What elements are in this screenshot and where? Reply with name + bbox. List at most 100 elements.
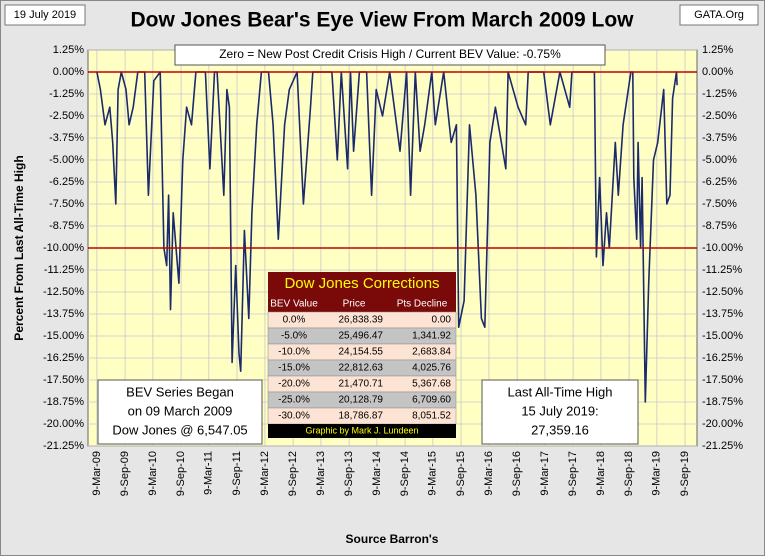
- table-cell: 24,154.55: [339, 347, 384, 358]
- y2-tick-label: 1.25%: [702, 44, 733, 56]
- y-tick-label: -2.50%: [49, 110, 84, 122]
- y-tick-label: -6.25%: [49, 176, 84, 188]
- y2-tick-label: -8.75%: [702, 220, 737, 232]
- y-tick-label: -20.00%: [43, 418, 84, 430]
- x-tick-label: 9-Mar-10: [147, 451, 159, 496]
- y-tick-label: -21.25%: [43, 440, 84, 452]
- left-box-line: Dow Jones @ 6,547.05: [112, 422, 247, 437]
- table-footer: Graphic by Mark J. Lundeen: [305, 425, 418, 435]
- table-footer-bg: [268, 424, 456, 438]
- y-axis-title: Percent From Last All-Time High: [12, 155, 26, 340]
- table-cell: 22,812.63: [339, 363, 384, 374]
- x-tick-label: 9-Mar-18: [595, 451, 607, 496]
- right-box: [481, 379, 639, 445]
- x-axis-title: Source Barron's: [346, 532, 439, 546]
- y2-tick-label: -16.25%: [702, 352, 743, 364]
- x-tick-label: 9-Sep-10: [175, 451, 187, 496]
- x-tick-label: 9-Mar-15: [427, 451, 439, 496]
- x-tick-label: 9-Mar-16: [483, 451, 495, 496]
- right-box-line: 15 July 2019:: [521, 403, 598, 418]
- site-box: [679, 4, 759, 26]
- x-tick-label: 9-Mar-19: [651, 451, 663, 496]
- y2-tick-label: -5.00%: [702, 154, 737, 166]
- y-tick-label: -7.50%: [49, 198, 84, 210]
- y2-tick-label: -2.50%: [702, 110, 737, 122]
- x-tick-label: 9-Sep-19: [679, 451, 691, 496]
- y2-tick-label: -1.25%: [702, 88, 737, 100]
- y2-tick-label: -20.00%: [702, 418, 743, 430]
- x-tick-label: 9-Mar-14: [371, 451, 383, 496]
- x-tick-label: 9-Mar-11: [203, 451, 215, 495]
- date-label: 19 July 2019: [14, 9, 76, 21]
- table-cell: 1,341.92: [412, 331, 451, 342]
- table-cell: 26,838.39: [339, 315, 384, 326]
- x-tick-label: 9-Mar-09: [91, 451, 103, 496]
- table-cell: 0.00: [432, 315, 452, 326]
- y-tick-label: -1.25%: [49, 88, 84, 100]
- y2-tick-label: -3.75%: [702, 132, 737, 144]
- y2-tick-label: -13.75%: [702, 308, 743, 320]
- y-tick-label: 0.00%: [53, 66, 84, 78]
- table-cell: 8,051.52: [412, 411, 451, 422]
- y2-tick-label: -17.50%: [702, 374, 743, 386]
- y2-tick-label: 0.00%: [702, 66, 733, 78]
- y-tick-label: -13.75%: [43, 308, 84, 320]
- table-cell: 4,025.76: [412, 363, 451, 374]
- table-cell: 20,128.79: [339, 395, 384, 406]
- y2-tick-label: -11.25%: [702, 264, 742, 276]
- line-series: [96, 71, 678, 403]
- x-tick-label: 9-Mar-13: [315, 451, 327, 496]
- table-cell: -15.0%: [278, 363, 310, 374]
- x-tick-label: 9-Mar-17: [539, 451, 551, 496]
- table-cell: 25,496.47: [339, 331, 384, 342]
- y-tick-label: -8.75%: [49, 220, 84, 232]
- chart-title: Dow Jones Bear's Eye View From March 200…: [131, 9, 635, 32]
- y-tick-label: -15.00%: [43, 330, 84, 342]
- x-tick-label: 9-Sep-12: [287, 451, 299, 496]
- subtitle-box: [174, 44, 606, 66]
- y2-tick-label: -15.00%: [702, 330, 743, 342]
- x-tick-label: 9-Sep-14: [399, 451, 411, 496]
- y-tick-label: -11.25%: [44, 264, 84, 276]
- table-cell: 2,683.84: [412, 347, 451, 358]
- table-header: BEV Value: [270, 299, 318, 310]
- table-header: Price: [343, 299, 366, 310]
- left-box-line: on 09 March 2009: [128, 403, 233, 418]
- table-cell: 21,470.71: [339, 379, 384, 390]
- y2-tick-label: -10.00%: [702, 242, 743, 254]
- y2-tick-label: -18.75%: [702, 396, 743, 408]
- table-cell: -30.0%: [278, 411, 310, 422]
- y2-tick-label: -21.25%: [702, 440, 743, 452]
- right-box-line: Last All-Time High: [508, 384, 613, 399]
- y-tick-label: -12.50%: [43, 286, 84, 298]
- y-tick-label: -18.75%: [43, 396, 84, 408]
- left-box: [97, 379, 263, 445]
- table-cell: 5,367.68: [412, 379, 451, 390]
- table-cell: 0.0%: [283, 315, 306, 326]
- table-cell: -25.0%: [278, 395, 310, 406]
- x-tick-label: 9-Sep-11: [231, 451, 243, 495]
- y2-tick-label: -7.50%: [702, 198, 737, 210]
- y-tick-label: -17.50%: [43, 374, 84, 386]
- y-tick-label: -16.25%: [43, 352, 84, 364]
- x-tick-label: 9-Sep-09: [119, 451, 131, 496]
- table-cell: 18,786.87: [339, 411, 384, 422]
- right-box-line: 27,359.16: [531, 422, 589, 437]
- y-tick-label: -10.00%: [43, 242, 84, 254]
- date-box: [4, 4, 86, 26]
- x-tick-label: 9-Sep-15: [455, 451, 467, 496]
- y2-tick-label: -6.25%: [702, 176, 737, 188]
- table-title: Dow Jones Corrections: [284, 275, 439, 292]
- y-tick-label: -3.75%: [49, 132, 84, 144]
- table-cell: 6,709.60: [412, 395, 451, 406]
- table-title-bg: [268, 272, 456, 296]
- table-header: Pts Decline: [397, 299, 448, 310]
- left-box-line: BEV Series Began: [126, 384, 234, 399]
- table-cell: -10.0%: [278, 347, 310, 358]
- x-tick-label: 9-Sep-16: [511, 451, 523, 496]
- y-tick-label: 1.25%: [53, 44, 84, 56]
- x-tick-label: 9-Sep-18: [623, 451, 635, 496]
- x-tick-label: 9-Mar-12: [259, 451, 271, 496]
- subtitle: Zero = New Post Credit Crisis High / Cur…: [219, 47, 561, 61]
